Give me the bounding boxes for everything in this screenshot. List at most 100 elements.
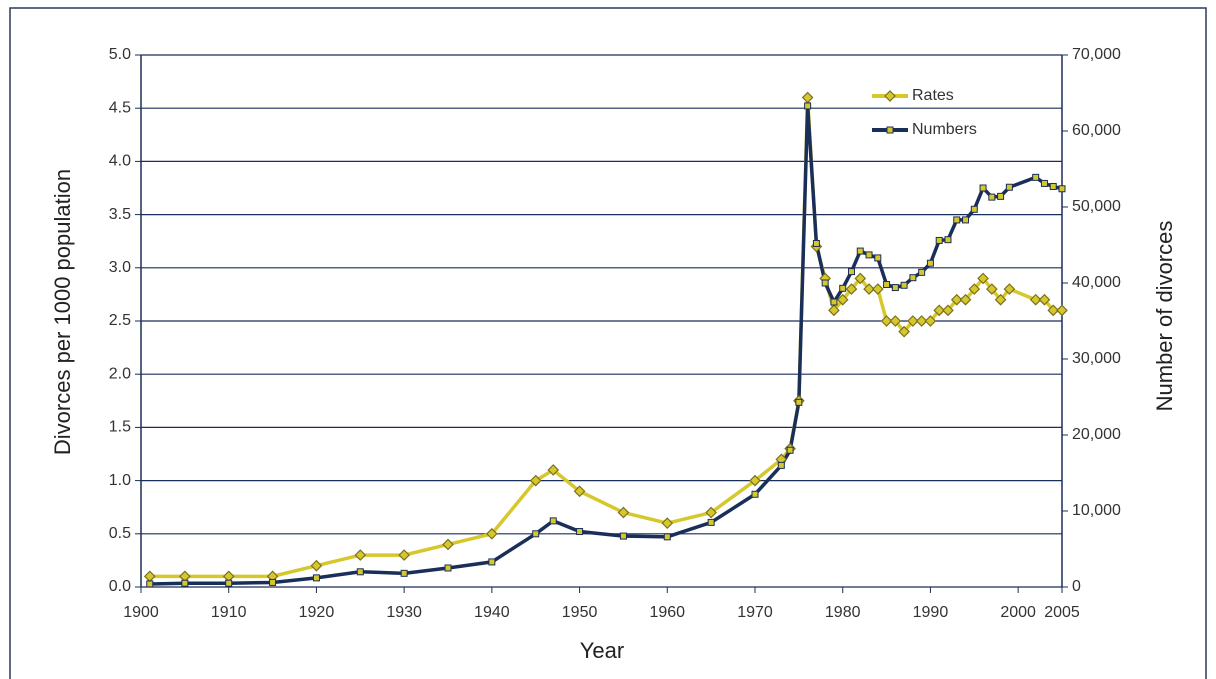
- point: [883, 281, 891, 289]
- y2-tick-label: 20,000: [1072, 426, 1121, 443]
- x-tick-label: 1910: [211, 604, 247, 621]
- point: [926, 259, 934, 267]
- point: [924, 315, 937, 327]
- frame: [9, 7, 1207, 679]
- point: [865, 251, 873, 259]
- point: [871, 283, 884, 295]
- point: [997, 192, 1005, 200]
- point: [845, 283, 858, 295]
- point: [804, 102, 812, 110]
- point: [705, 506, 717, 519]
- point: [356, 568, 364, 576]
- point: [1005, 183, 1013, 191]
- point: [836, 293, 849, 306]
- y-tick-label: 3.5: [109, 206, 131, 223]
- point: [1049, 182, 1057, 190]
- point: [839, 284, 847, 292]
- point: [970, 205, 978, 213]
- point: [786, 446, 794, 454]
- y-tick-label: 3.0: [109, 259, 131, 276]
- point: [889, 315, 902, 327]
- series-line: [149, 97, 1062, 579]
- point: [812, 239, 820, 247]
- point: [312, 574, 320, 582]
- legend-marker: [884, 90, 896, 102]
- point: [547, 464, 560, 476]
- x-tick-label: 1900: [123, 604, 159, 621]
- point: [830, 298, 838, 306]
- point: [1056, 304, 1068, 317]
- point: [994, 293, 1007, 306]
- x-tick-label: 1940: [474, 604, 510, 621]
- point: [944, 236, 952, 244]
- y-tick-label: 2.0: [109, 365, 131, 382]
- y-tick-label: 0.0: [109, 578, 131, 595]
- point: [225, 579, 233, 587]
- point: [444, 564, 452, 572]
- point: [933, 304, 946, 317]
- point: [573, 485, 586, 498]
- point: [576, 528, 584, 536]
- point: [619, 532, 627, 540]
- y-tick-label: 5.0: [109, 46, 131, 63]
- point: [915, 315, 928, 327]
- y2-tick-label: 50,000: [1072, 198, 1121, 215]
- point: [874, 254, 882, 262]
- legend-label: Rates: [912, 87, 954, 104]
- point: [1040, 179, 1048, 187]
- point: [828, 304, 840, 317]
- x-tick-label: 2005: [1044, 604, 1080, 621]
- point: [398, 549, 410, 561]
- point: [269, 578, 277, 586]
- point: [707, 518, 715, 526]
- point: [1058, 185, 1066, 193]
- x-tick-label: 1950: [562, 604, 598, 621]
- x-tick-label: 1980: [825, 604, 861, 621]
- point: [532, 530, 540, 538]
- x-tick-label: 1920: [299, 604, 335, 621]
- point: [617, 506, 630, 519]
- point: [795, 398, 803, 406]
- point: [181, 579, 189, 587]
- series-line: [149, 105, 1063, 586]
- point: [863, 283, 875, 295]
- y-tick-label: 0.5: [109, 525, 131, 542]
- point: [749, 474, 761, 487]
- point: [856, 247, 864, 255]
- x-tick-label: 1930: [386, 604, 422, 621]
- point: [985, 283, 998, 295]
- point: [942, 304, 954, 317]
- point: [935, 236, 943, 244]
- y-tick-label: 1.5: [109, 419, 131, 436]
- x-tick-label: 1990: [913, 604, 949, 621]
- point: [663, 533, 671, 541]
- point: [486, 527, 498, 540]
- point: [953, 216, 961, 224]
- point: [1038, 293, 1051, 306]
- legend-marker: [886, 126, 894, 134]
- point: [310, 559, 323, 572]
- legend-label: Numbers: [912, 121, 977, 138]
- point: [549, 517, 557, 525]
- point: [950, 293, 963, 306]
- point: [968, 283, 981, 295]
- point: [1032, 173, 1040, 181]
- y-axis-title: Divorces per 1000 population: [50, 169, 75, 455]
- point: [529, 474, 542, 487]
- point: [1047, 304, 1060, 317]
- point: [977, 272, 989, 285]
- point: [854, 272, 867, 285]
- point: [354, 549, 367, 561]
- point: [143, 570, 156, 583]
- y2-tick-label: 30,000: [1072, 350, 1121, 367]
- x-tick-label: 1960: [649, 604, 685, 621]
- point: [918, 268, 926, 276]
- y2-tick-label: 70,000: [1072, 46, 1121, 63]
- y2-axis-title: Number of divorces: [1152, 221, 1177, 412]
- y-tick-label: 4.5: [109, 99, 131, 116]
- point: [442, 538, 454, 551]
- point: [801, 91, 814, 104]
- point: [898, 325, 910, 338]
- y2-tick-label: 10,000: [1072, 502, 1121, 519]
- y-tick-label: 4.0: [109, 153, 131, 170]
